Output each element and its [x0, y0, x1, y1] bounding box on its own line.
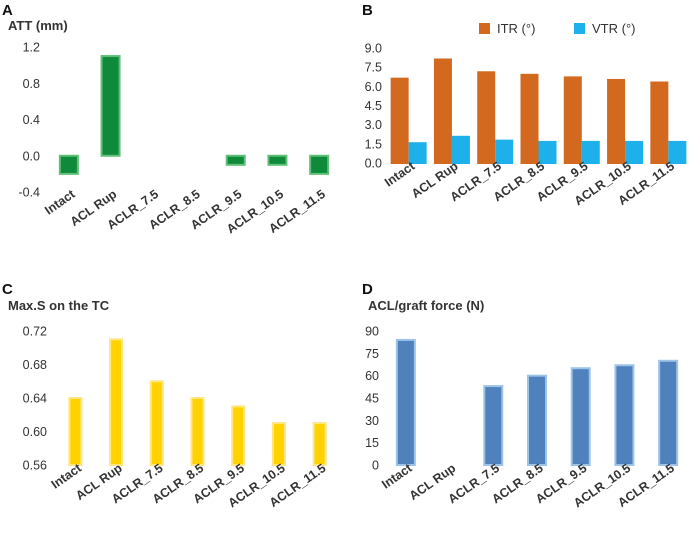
y-tick-label: 4.5	[365, 99, 382, 113]
bar-c-1	[109, 338, 124, 466]
y-tick-label: 0.56	[23, 459, 47, 473]
y-tick-label: 60	[365, 369, 379, 383]
panel-label-b: B	[362, 2, 373, 19]
y-tick-label: 0.8	[23, 77, 40, 91]
bar-b-series2-4	[581, 140, 600, 165]
bar-b-4	[563, 76, 582, 164]
y-tick-label: 30	[365, 414, 379, 428]
chart-title: Max.S on the TC	[8, 298, 110, 313]
y-tick-label: 0.0	[23, 149, 40, 163]
y-tick-label: 1.2	[23, 41, 40, 55]
bar-a-4	[225, 154, 246, 166]
bar-d-5	[614, 364, 635, 466]
bar-c-0	[68, 397, 83, 466]
bar-b-5	[607, 78, 626, 164]
bar-c-6	[312, 422, 327, 466]
bar-c-3	[190, 397, 205, 466]
bar-b-1	[433, 58, 452, 164]
bar-a-0	[58, 154, 79, 175]
bar-a-6	[309, 154, 330, 175]
bar-d-4	[570, 367, 591, 467]
legend-label-vtr: VTR (°)	[592, 21, 635, 36]
bar-b-series2-1	[451, 135, 470, 165]
y-tick-label: 0.64	[23, 392, 47, 406]
bar-b-2	[477, 71, 496, 164]
y-tick-label: 9.0	[365, 42, 382, 56]
panel-label-c: C	[2, 281, 13, 298]
y-tick-label: 15	[365, 436, 379, 450]
bar-c-5	[271, 422, 286, 466]
y-tick-label: 3.0	[365, 118, 382, 132]
y-tick-label: 0.0	[365, 157, 382, 171]
y-tick-label: 0	[372, 459, 379, 473]
legend-swatch-itr	[479, 23, 490, 34]
y-tick-label: 90	[365, 325, 379, 339]
y-tick-label: 1.5	[365, 137, 382, 151]
bar-b-series2-3	[538, 140, 557, 165]
panel-label-a: A	[2, 2, 13, 19]
bar-d-6	[658, 359, 679, 466]
bar-d-0	[395, 338, 416, 466]
bar-d-3	[527, 374, 547, 466]
bar-b-series2-2	[495, 139, 514, 164]
bar-b-3	[520, 73, 539, 164]
y-tick-label: 75	[365, 347, 379, 361]
bar-b-0	[390, 77, 409, 164]
bar-b-series2-0	[408, 142, 427, 164]
y-tick-label: 45	[365, 392, 379, 406]
bar-a-1	[100, 55, 121, 157]
bar-b-series2-6	[668, 140, 687, 165]
chart-title: ATT (mm)	[8, 18, 68, 33]
y-tick-label: 6.0	[365, 80, 382, 94]
chart-title: ACL/graft force (N)	[368, 298, 484, 313]
bar-a-5	[267, 154, 288, 166]
bar-c-2	[149, 380, 164, 466]
y-tick-label: 0.68	[23, 358, 47, 372]
y-tick-label: -0.4	[18, 186, 40, 200]
bar-d-2	[483, 385, 504, 467]
bar-b-series2-5	[625, 140, 644, 165]
legend-label-itr: ITR (°)	[497, 21, 535, 36]
bar-c-4	[231, 405, 246, 466]
bar-b-6	[650, 81, 669, 164]
y-tick-label: 0.72	[23, 325, 47, 339]
legend-swatch-vtr	[574, 23, 585, 34]
panel-label-d: D	[362, 281, 373, 298]
y-tick-label: 0.4	[23, 113, 40, 127]
y-tick-label: 0.60	[23, 425, 47, 439]
y-tick-label: 7.5	[365, 61, 382, 75]
